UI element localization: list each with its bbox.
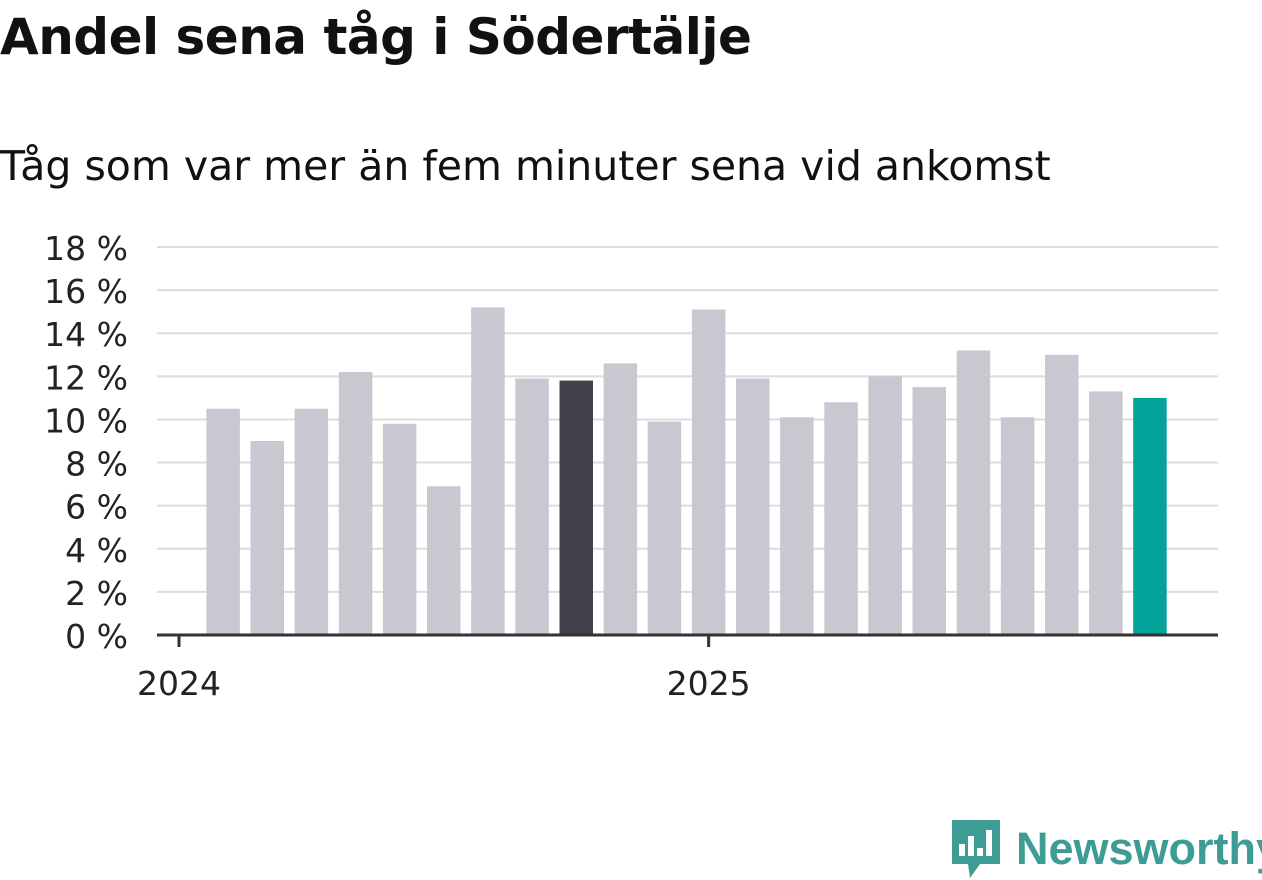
bar	[206, 408, 240, 635]
bar	[1000, 417, 1035, 635]
newsworthy-logo-icon	[952, 820, 1000, 878]
bar	[824, 402, 858, 635]
brand-name: Newsworthy	[1016, 823, 1262, 874]
y-tick-label: 18 %	[44, 229, 128, 268]
y-tick-label: 16 %	[44, 272, 128, 311]
y-tick-label: 14 %	[44, 315, 128, 354]
bar	[647, 421, 682, 635]
y-tick-label: 12 %	[44, 358, 128, 397]
bar	[294, 408, 329, 635]
bar	[1133, 397, 1167, 635]
bar	[736, 378, 770, 635]
y-tick-label: 0 %	[65, 617, 128, 656]
bar	[471, 307, 505, 635]
y-tick-label: 8 %	[65, 445, 128, 484]
bar	[691, 309, 726, 635]
bar	[868, 376, 902, 635]
bar	[1045, 354, 1079, 635]
y-tick-label: 2 %	[65, 574, 128, 613]
bar	[250, 441, 284, 635]
y-tick-label: 4 %	[65, 531, 128, 570]
bar	[427, 486, 461, 635]
bar	[559, 380, 593, 635]
bar	[603, 363, 638, 635]
bar-chart: 0 % 2 % 4 % 6 % 8 % 10 % 12 % 14 % 16 % 18 % 2024 2…	[44, 229, 1218, 703]
brand-logo: Newsworthy	[950, 818, 1262, 880]
x-tick-label: 2024	[137, 664, 221, 703]
chart-subtitle: Tåg som var mer än fem minuter sena vid …	[0, 142, 1051, 190]
x-tick-label: 2025	[667, 664, 751, 703]
bar	[338, 372, 373, 635]
y-tick-label: 10 %	[44, 401, 128, 440]
bar	[912, 387, 946, 635]
bar	[1089, 391, 1123, 635]
y-tick-label: 6 %	[65, 488, 128, 527]
chart-title: Andel sena tåg i Södertälje	[0, 8, 752, 66]
bar	[956, 350, 991, 635]
bar	[780, 417, 814, 635]
bar	[382, 423, 417, 635]
bar	[515, 378, 549, 635]
